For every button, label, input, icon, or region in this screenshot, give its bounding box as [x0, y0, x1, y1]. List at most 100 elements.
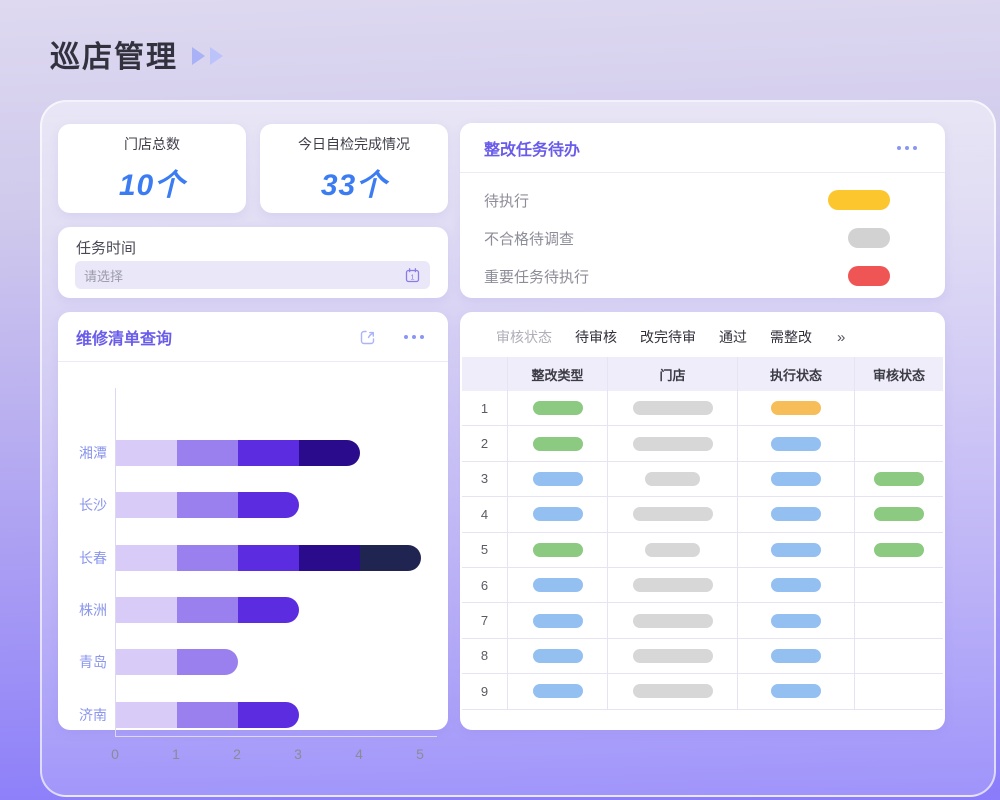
- row-number: 6: [480, 577, 489, 593]
- table-cell: [738, 532, 855, 567]
- table-cell: [508, 391, 608, 426]
- todo-card-title: 整改任务待办: [484, 141, 581, 159]
- status-pill: [645, 471, 700, 486]
- bar-segment: [177, 544, 238, 571]
- bar-row: 长春: [58, 544, 421, 571]
- bar-segment: [299, 440, 360, 466]
- bar-segment: [116, 701, 177, 728]
- stacked-bar: [116, 440, 360, 466]
- table-header-cell: [462, 357, 508, 391]
- status-pill: [645, 542, 700, 557]
- tab-1[interactable]: 待审核: [575, 329, 617, 345]
- task-time-label: 任务时间: [76, 240, 137, 257]
- calendar-icon[interactable]: 1: [404, 267, 421, 284]
- table-cell: [855, 674, 943, 708]
- table-cell: [508, 567, 608, 603]
- repair-list-card: 维修清单查询 湘潭 长沙 长春 株洲 青岛 济南 0 1 2 3 4 5: [58, 312, 448, 762]
- stacked-bar: [116, 701, 299, 728]
- bar-category-label: 济南: [79, 706, 107, 723]
- bar-segment: [238, 596, 299, 623]
- review-status-tabs: 审核状态 待审核 改完待审 通过 需整改 »: [460, 312, 945, 357]
- bar-segment: [177, 701, 238, 728]
- table-header-cell: 审核状态: [872, 367, 925, 383]
- todo-item: 待执行: [460, 181, 945, 219]
- bar-segment: [116, 544, 177, 571]
- bar-segment: [116, 596, 177, 623]
- bar-segment: [360, 544, 421, 571]
- table-cell: [508, 426, 608, 461]
- table-cell: [738, 674, 855, 709]
- table-row[interactable]: 4: [462, 497, 943, 533]
- table-cell: [855, 462, 943, 496]
- table-cell: [855, 391, 943, 425]
- repair-list-title: 维修清单查询: [76, 330, 173, 348]
- bar-row: 长沙: [58, 492, 299, 519]
- share-icon[interactable]: [358, 327, 378, 347]
- table-header-cell: 门店: [608, 357, 738, 391]
- bar-segment: [299, 544, 360, 571]
- table-cell: [608, 567, 738, 603]
- status-pill: [632, 507, 713, 522]
- task-time-placeholder: 请选择: [84, 268, 124, 284]
- table-row[interactable]: 3: [462, 461, 943, 498]
- table-cell: [508, 497, 608, 532]
- row-number: 9: [480, 683, 489, 699]
- bar-category-label: 株洲: [79, 601, 107, 618]
- ellipsis-menu-icon[interactable]: [400, 331, 428, 343]
- tabs-more-chevron[interactable]: »: [837, 328, 846, 346]
- bar-segment: [177, 440, 238, 466]
- todo-item-label: 重要任务待执行: [484, 268, 590, 286]
- play-icon: [192, 47, 205, 65]
- page-title: 巡店管理: [50, 41, 178, 74]
- table-cell: [855, 426, 943, 460]
- todo-item: 重要任务待执行: [460, 257, 945, 295]
- bar-segment: [116, 649, 177, 676]
- tab-3[interactable]: 通过: [719, 329, 747, 345]
- table-cell: [738, 497, 855, 532]
- svg-text:1: 1: [410, 272, 414, 281]
- x-tick-label: 5: [416, 746, 424, 762]
- table-header-cell: 整改类型: [508, 357, 608, 391]
- bar-segment: [177, 492, 238, 519]
- bar-segment: [238, 492, 299, 519]
- table-row[interactable]: 1: [462, 391, 943, 427]
- todo-status-pill: [828, 190, 890, 210]
- table-row[interactable]: 6: [462, 567, 943, 604]
- table-row[interactable]: 5: [462, 532, 943, 568]
- status-pill: [771, 507, 821, 522]
- table-row[interactable]: 7: [462, 603, 943, 639]
- bar-segment: [238, 701, 299, 728]
- todo-status-pill: [848, 228, 890, 248]
- filter-label: 审核状态: [496, 329, 552, 345]
- status-pill: [771, 542, 821, 557]
- chart-x-axis: [115, 736, 437, 737]
- ellipsis-menu-icon[interactable]: [893, 142, 921, 154]
- table-cell: [608, 391, 738, 426]
- table-cell: [508, 532, 608, 567]
- table-row[interactable]: 9: [462, 674, 943, 710]
- status-pill: [532, 542, 583, 557]
- status-pill: [771, 684, 821, 699]
- table-cell: [738, 638, 855, 674]
- bar-segment: [116, 492, 177, 519]
- tab-4[interactable]: 需整改: [770, 329, 812, 345]
- bar-row: 青岛: [58, 649, 238, 676]
- stacked-bar: [116, 596, 299, 623]
- x-tick-label: 3: [294, 746, 302, 762]
- tab-2[interactable]: 改完待审: [640, 329, 696, 345]
- table-cell: [738, 603, 855, 638]
- task-time-picker[interactable]: 请选择 1: [75, 261, 430, 289]
- table-row[interactable]: 2: [462, 426, 943, 462]
- status-pill: [532, 436, 583, 451]
- table-cell: [738, 391, 855, 426]
- review-table-card: 审核状态 待审核 改完待审 通过 需整改 » 整改类型 门店 执行状态 审核状态 1 2 3 4 5 6…: [460, 312, 945, 730]
- status-pill: [771, 613, 821, 628]
- status-pill: [771, 648, 821, 663]
- table-cell: [855, 533, 943, 567]
- table-row[interactable]: 8: [462, 638, 943, 675]
- status-pill: [532, 401, 583, 416]
- bar-segment: [238, 440, 299, 466]
- bar-category-label: 长春: [79, 549, 107, 566]
- table-cell: [608, 497, 738, 532]
- chart-y-axis: [115, 388, 116, 736]
